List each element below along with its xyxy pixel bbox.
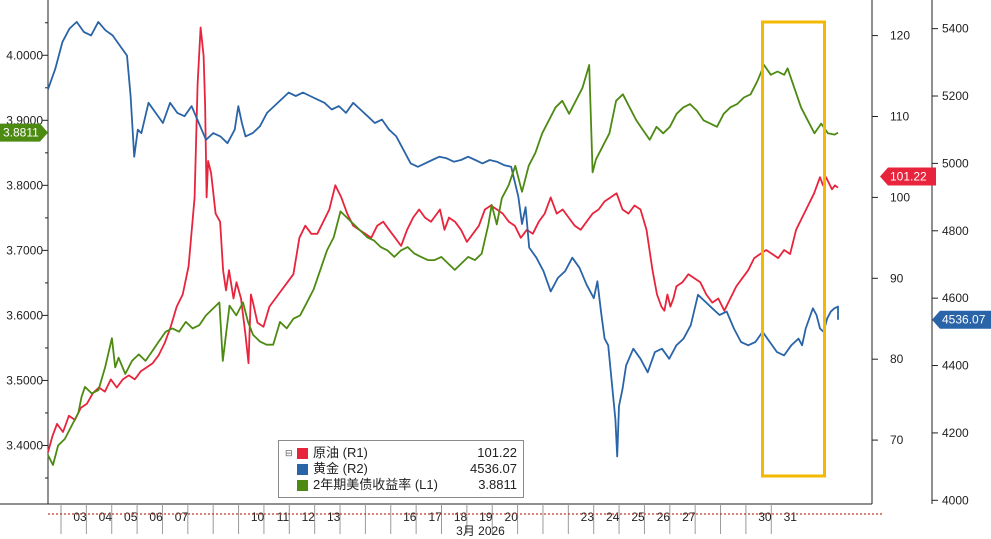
legend-value: 4536.07: [470, 461, 517, 476]
legend-item-gold: 黄金 (R2) 4536.07: [285, 461, 517, 477]
x-tick-label: 23: [581, 510, 595, 524]
legend-value: 3.8811: [478, 477, 517, 492]
crude-oil-last-tag: 101.22: [880, 167, 936, 186]
crude-oil-last-tag-text: 101.22: [890, 170, 927, 184]
x-tick-label: 20: [505, 510, 519, 524]
y-tick-label: 3.7000: [6, 243, 43, 257]
r1-tick-label: 70: [890, 433, 904, 447]
x-tick-label: 13: [327, 510, 341, 524]
gold-last-tag-shape: [932, 310, 991, 329]
gold-last-tag-text: 4536.07: [942, 313, 986, 327]
r1-tick-label: 100: [890, 190, 910, 204]
x-tick-label: 04: [99, 510, 113, 524]
gold-line: [47, 21, 839, 458]
x-tick-label: 10: [251, 510, 265, 524]
x-tick-label: 18: [454, 510, 468, 524]
r2-tick-label: 4400: [942, 359, 969, 373]
x-tick-label: 05: [124, 510, 138, 524]
x-tick-label: 19: [479, 510, 493, 524]
us2y-last-tag-text: 3.8811: [3, 126, 39, 140]
r2-tick-label: 4200: [942, 426, 969, 440]
legend: ⊟ 原油 (R1) 101.22 黄金 (R2) 4536.07 2年期美债收益…: [278, 440, 524, 498]
r2-tick-label: 5200: [942, 89, 969, 103]
r2-tick-label: 4000: [942, 493, 969, 507]
legend-value: 101.22: [477, 445, 517, 460]
y-tick-label: 3.4000: [6, 438, 43, 452]
crude-oil-line: [47, 26, 839, 453]
legend-label: 2年期美债收益率 (L1): [313, 477, 438, 492]
r1-tick-label: 110: [890, 109, 909, 123]
x-tick-label: 24: [606, 510, 620, 524]
legend-collapse-icon[interactable]: ⊟: [285, 448, 293, 458]
x-tick-label: 31: [784, 510, 798, 524]
r2-tick-label: 5400: [942, 22, 969, 36]
x-axis-title: 3月 2026: [456, 524, 505, 538]
x-tick-label: 25: [631, 510, 645, 524]
y-tick-label: 3.8000: [6, 178, 43, 192]
crude-oil-last-tag-shape: [880, 167, 936, 186]
y-tick-label: 3.6000: [6, 308, 43, 322]
x-tick-label: 06: [149, 510, 163, 524]
r2-tick-label: 4800: [942, 224, 969, 238]
y-tick-label: 4.0000: [6, 48, 43, 62]
legend-label: 黄金 (R2): [313, 461, 368, 476]
x-tick-label: 03: [73, 510, 87, 524]
us2y-last-tag: 3.8811: [0, 123, 48, 142]
us2y-last-tag-shape: [0, 123, 48, 142]
r1-tick-label: 90: [890, 271, 904, 285]
crude-oil-swatch: [297, 447, 308, 459]
r1-tick-label: 120: [890, 29, 910, 43]
r2-tick-label: 5000: [942, 156, 969, 170]
x-tick-label: 30: [758, 510, 772, 524]
x-tick-label: 11: [277, 510, 290, 524]
axes: 3.40003.50003.60003.70003.80003.90004.00…: [0, 0, 969, 538]
x-tick-label: 27: [682, 510, 696, 524]
series-lines: [47, 21, 839, 466]
x-tick-label: 17: [428, 510, 442, 524]
highlight-box: [761, 20, 827, 478]
us2y-swatch: [297, 479, 308, 491]
r1-tick-label: 80: [890, 352, 904, 366]
legend-item-crude-oil: ⊟ 原油 (R1) 101.22: [285, 445, 517, 461]
gold-last-tag: 4536.07: [932, 310, 991, 329]
us2y-line: [47, 64, 839, 466]
legend-item-us2y: 2年期美债收益率 (L1) 3.8811: [285, 477, 517, 493]
x-tick-label: 07: [175, 510, 189, 524]
gold-swatch: [297, 463, 308, 475]
r2-tick-label: 4600: [942, 291, 969, 305]
x-tick-label: 12: [302, 510, 316, 524]
x-tick-label: 16: [403, 510, 417, 524]
x-tick-label: 26: [657, 510, 671, 524]
y-tick-label: 3.5000: [6, 373, 43, 387]
legend-label: 原油 (R1): [313, 445, 368, 460]
